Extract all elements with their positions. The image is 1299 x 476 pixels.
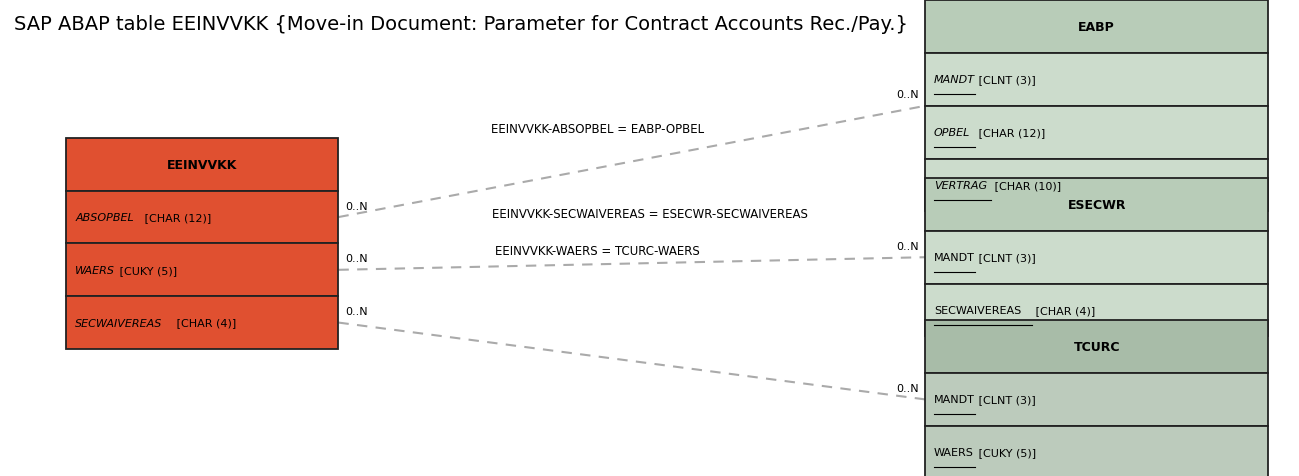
Bar xyxy=(66,191,339,244)
Bar xyxy=(925,426,1268,476)
Text: SAP ABAP table EEINVVKK {Move-in Document: Parameter for Contract Accounts Rec./: SAP ABAP table EEINVVKK {Move-in Documen… xyxy=(14,15,908,34)
Text: EEINVVKK-WAERS = TCURC-WAERS: EEINVVKK-WAERS = TCURC-WAERS xyxy=(495,244,700,258)
Text: OPBEL: OPBEL xyxy=(934,128,970,138)
Bar xyxy=(925,178,1268,231)
Text: EABP: EABP xyxy=(1078,21,1115,34)
Bar xyxy=(925,54,1268,107)
Bar xyxy=(925,159,1268,212)
Text: MANDT: MANDT xyxy=(934,75,976,85)
Text: 0..N: 0..N xyxy=(346,307,368,317)
Text: VERTRAG: VERTRAG xyxy=(934,180,987,190)
Text: 0..N: 0..N xyxy=(346,254,368,264)
Text: ESECWR: ESECWR xyxy=(1068,198,1126,211)
Text: [CHAR (10)]: [CHAR (10)] xyxy=(991,180,1061,190)
Text: WAERS: WAERS xyxy=(934,447,974,457)
Text: ABSOPBEL: ABSOPBEL xyxy=(75,213,134,223)
Bar xyxy=(925,231,1268,284)
Text: [CLNT (3)]: [CLNT (3)] xyxy=(974,253,1035,263)
Text: [CUKY (5)]: [CUKY (5)] xyxy=(116,265,177,275)
Bar xyxy=(925,107,1268,159)
Text: 0..N: 0..N xyxy=(346,201,368,211)
Bar xyxy=(66,139,339,191)
Text: TCURC: TCURC xyxy=(1073,340,1120,353)
Text: [CHAR (4)]: [CHAR (4)] xyxy=(1031,305,1095,315)
Bar xyxy=(66,244,339,297)
Bar xyxy=(66,297,339,349)
Text: EEINVVKK: EEINVVKK xyxy=(168,159,238,171)
Text: [CHAR (12)]: [CHAR (12)] xyxy=(974,128,1046,138)
Text: [CHAR (12)]: [CHAR (12)] xyxy=(140,213,210,223)
Text: [CLNT (3)]: [CLNT (3)] xyxy=(974,75,1035,85)
Text: 0..N: 0..N xyxy=(896,383,918,393)
Text: 0..N: 0..N xyxy=(896,90,918,100)
Text: SECWAIVEREAS: SECWAIVEREAS xyxy=(934,305,1021,315)
Text: [CHAR (4)]: [CHAR (4)] xyxy=(173,318,236,328)
Text: [CLNT (3)]: [CLNT (3)] xyxy=(974,395,1035,405)
Text: 0..N: 0..N xyxy=(896,241,918,251)
Text: EEINVVKK-SECWAIVEREAS = ESECWR-SECWAIVEREAS: EEINVVKK-SECWAIVEREAS = ESECWR-SECWAIVER… xyxy=(491,208,808,221)
Text: [CUKY (5)]: [CUKY (5)] xyxy=(974,447,1037,457)
Bar xyxy=(925,1,1268,54)
Text: WAERS: WAERS xyxy=(75,265,116,275)
Text: MANDT: MANDT xyxy=(934,253,974,263)
Text: EEINVVKK-ABSOPBEL = EABP-OPBEL: EEINVVKK-ABSOPBEL = EABP-OPBEL xyxy=(491,123,704,136)
Bar xyxy=(925,373,1268,426)
Bar xyxy=(925,321,1268,373)
Text: MANDT: MANDT xyxy=(934,395,974,405)
Bar xyxy=(925,284,1268,337)
Text: SECWAIVEREAS: SECWAIVEREAS xyxy=(75,318,162,328)
